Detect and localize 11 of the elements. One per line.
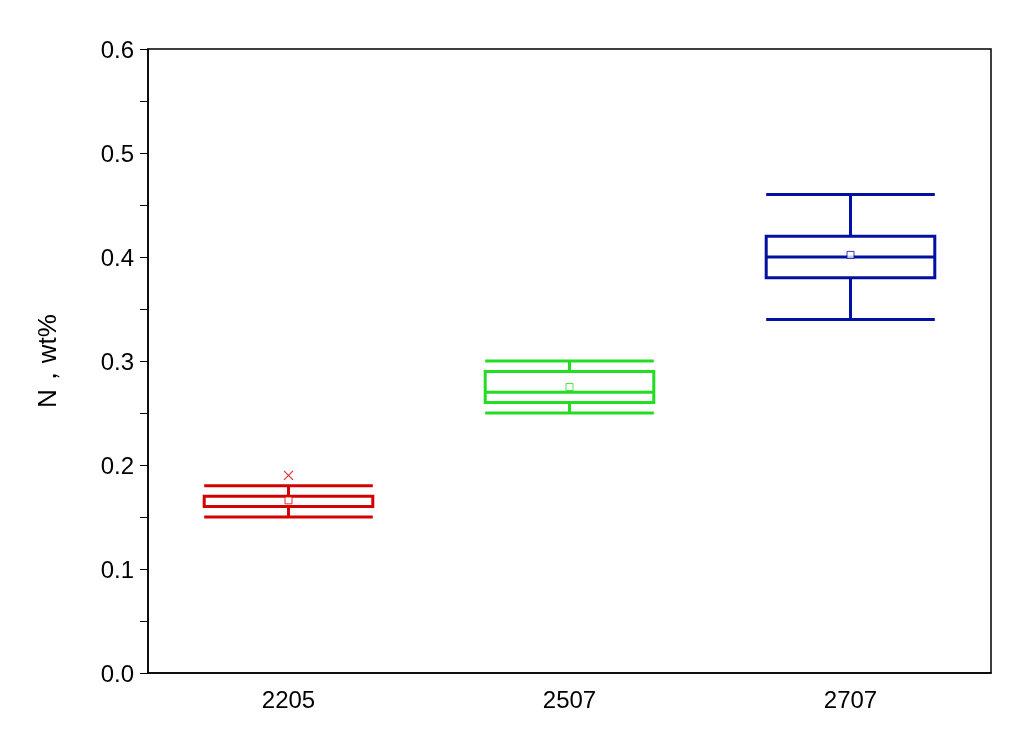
y-tick-label: 0.0 bbox=[100, 659, 134, 687]
y-tick-label: 0.6 bbox=[100, 35, 134, 63]
x-tick-label: 2507 bbox=[542, 685, 597, 713]
y-tick-label: 0.1 bbox=[100, 555, 134, 583]
y-tick-label: 0.4 bbox=[100, 243, 134, 271]
x-tick-label: 2205 bbox=[261, 685, 316, 713]
y-axis-title: N，wt% bbox=[32, 314, 62, 408]
y-tick-label: 0.5 bbox=[100, 139, 134, 167]
x-tick-label: 2707 bbox=[823, 685, 878, 713]
y-tick-label: 0.3 bbox=[100, 347, 134, 375]
y-tick-label: 0.2 bbox=[100, 451, 134, 479]
